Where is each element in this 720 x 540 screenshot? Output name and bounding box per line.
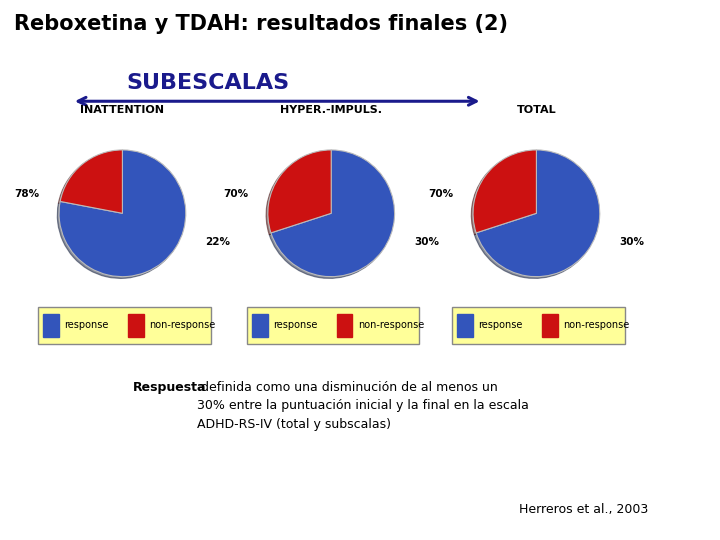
Text: 78%: 78% xyxy=(14,189,40,199)
Wedge shape xyxy=(59,150,186,276)
Text: INATTENTION: INATTENTION xyxy=(81,105,164,115)
Wedge shape xyxy=(271,150,395,276)
Text: TOTAL: TOTAL xyxy=(516,105,557,115)
Text: response: response xyxy=(273,320,318,330)
Text: SUBESCALAS: SUBESCALAS xyxy=(126,73,289,93)
Bar xyxy=(457,314,473,337)
Text: definida como una disminución de al menos un
30% entre la puntuación inicial y l: definida como una disminución de al meno… xyxy=(197,381,528,431)
Bar xyxy=(127,314,143,337)
FancyBboxPatch shape xyxy=(37,307,211,343)
Text: Respuesta: Respuesta xyxy=(133,381,207,394)
Text: Herreros et al., 2003: Herreros et al., 2003 xyxy=(518,503,648,516)
FancyBboxPatch shape xyxy=(246,307,420,343)
Text: 22%: 22% xyxy=(205,238,230,247)
Text: 70%: 70% xyxy=(428,189,454,199)
Text: non-response: non-response xyxy=(149,320,215,330)
FancyBboxPatch shape xyxy=(451,307,625,343)
Text: 30%: 30% xyxy=(619,238,644,247)
Wedge shape xyxy=(60,150,122,213)
Bar xyxy=(252,314,268,337)
Bar xyxy=(43,314,59,337)
Text: 70%: 70% xyxy=(223,189,248,199)
Bar xyxy=(336,314,352,337)
Text: Reboxetina y TDAH: resultados finales (2): Reboxetina y TDAH: resultados finales (2… xyxy=(14,14,508,33)
Text: 30%: 30% xyxy=(414,238,439,247)
Wedge shape xyxy=(268,150,331,233)
Text: non-response: non-response xyxy=(563,320,629,330)
Text: response: response xyxy=(64,320,109,330)
Wedge shape xyxy=(473,150,536,233)
Bar xyxy=(541,314,557,337)
Text: HYPER.-IMPULS.: HYPER.-IMPULS. xyxy=(280,105,382,115)
Text: response: response xyxy=(478,320,523,330)
Wedge shape xyxy=(476,150,600,276)
Text: non-response: non-response xyxy=(358,320,424,330)
